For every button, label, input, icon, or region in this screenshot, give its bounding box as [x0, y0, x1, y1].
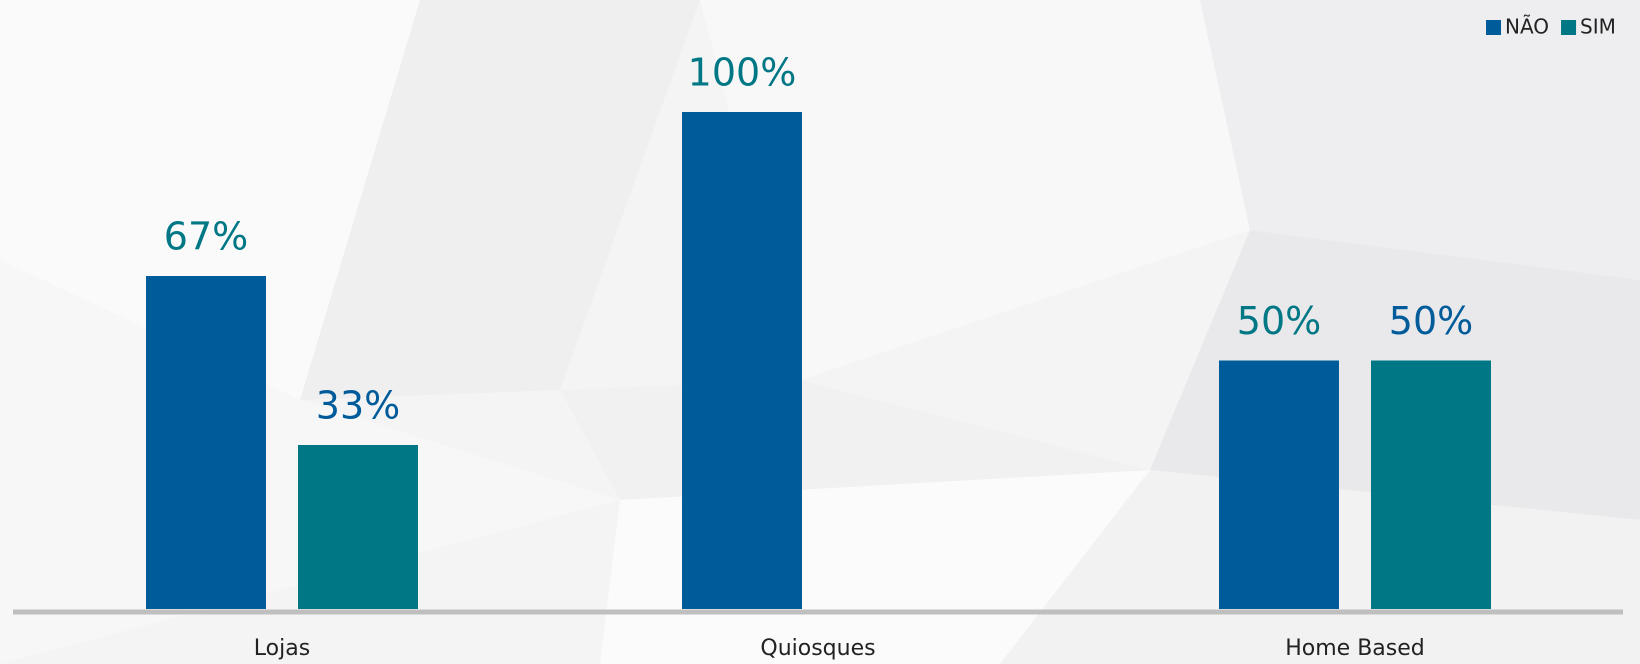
value-label: 50%	[1237, 299, 1321, 343]
x-tick-label: Quiosques	[760, 636, 875, 661]
bar	[1219, 360, 1339, 609]
bar	[298, 444, 418, 609]
legend-swatch	[1486, 20, 1501, 35]
value-label: 50%	[1389, 299, 1473, 343]
x-tick-label: Home Based	[1285, 636, 1425, 661]
value-label: 67%	[164, 215, 248, 259]
bar	[682, 112, 802, 609]
bar	[146, 276, 266, 609]
legend-label: NÃO	[1505, 15, 1549, 39]
value-label: 33%	[316, 383, 400, 427]
legend-label: SIM	[1580, 15, 1616, 39]
x-tick-label: Lojas	[254, 636, 310, 661]
value-label: 100%	[688, 51, 797, 95]
bar	[1371, 360, 1491, 609]
legend-swatch	[1561, 20, 1577, 35]
